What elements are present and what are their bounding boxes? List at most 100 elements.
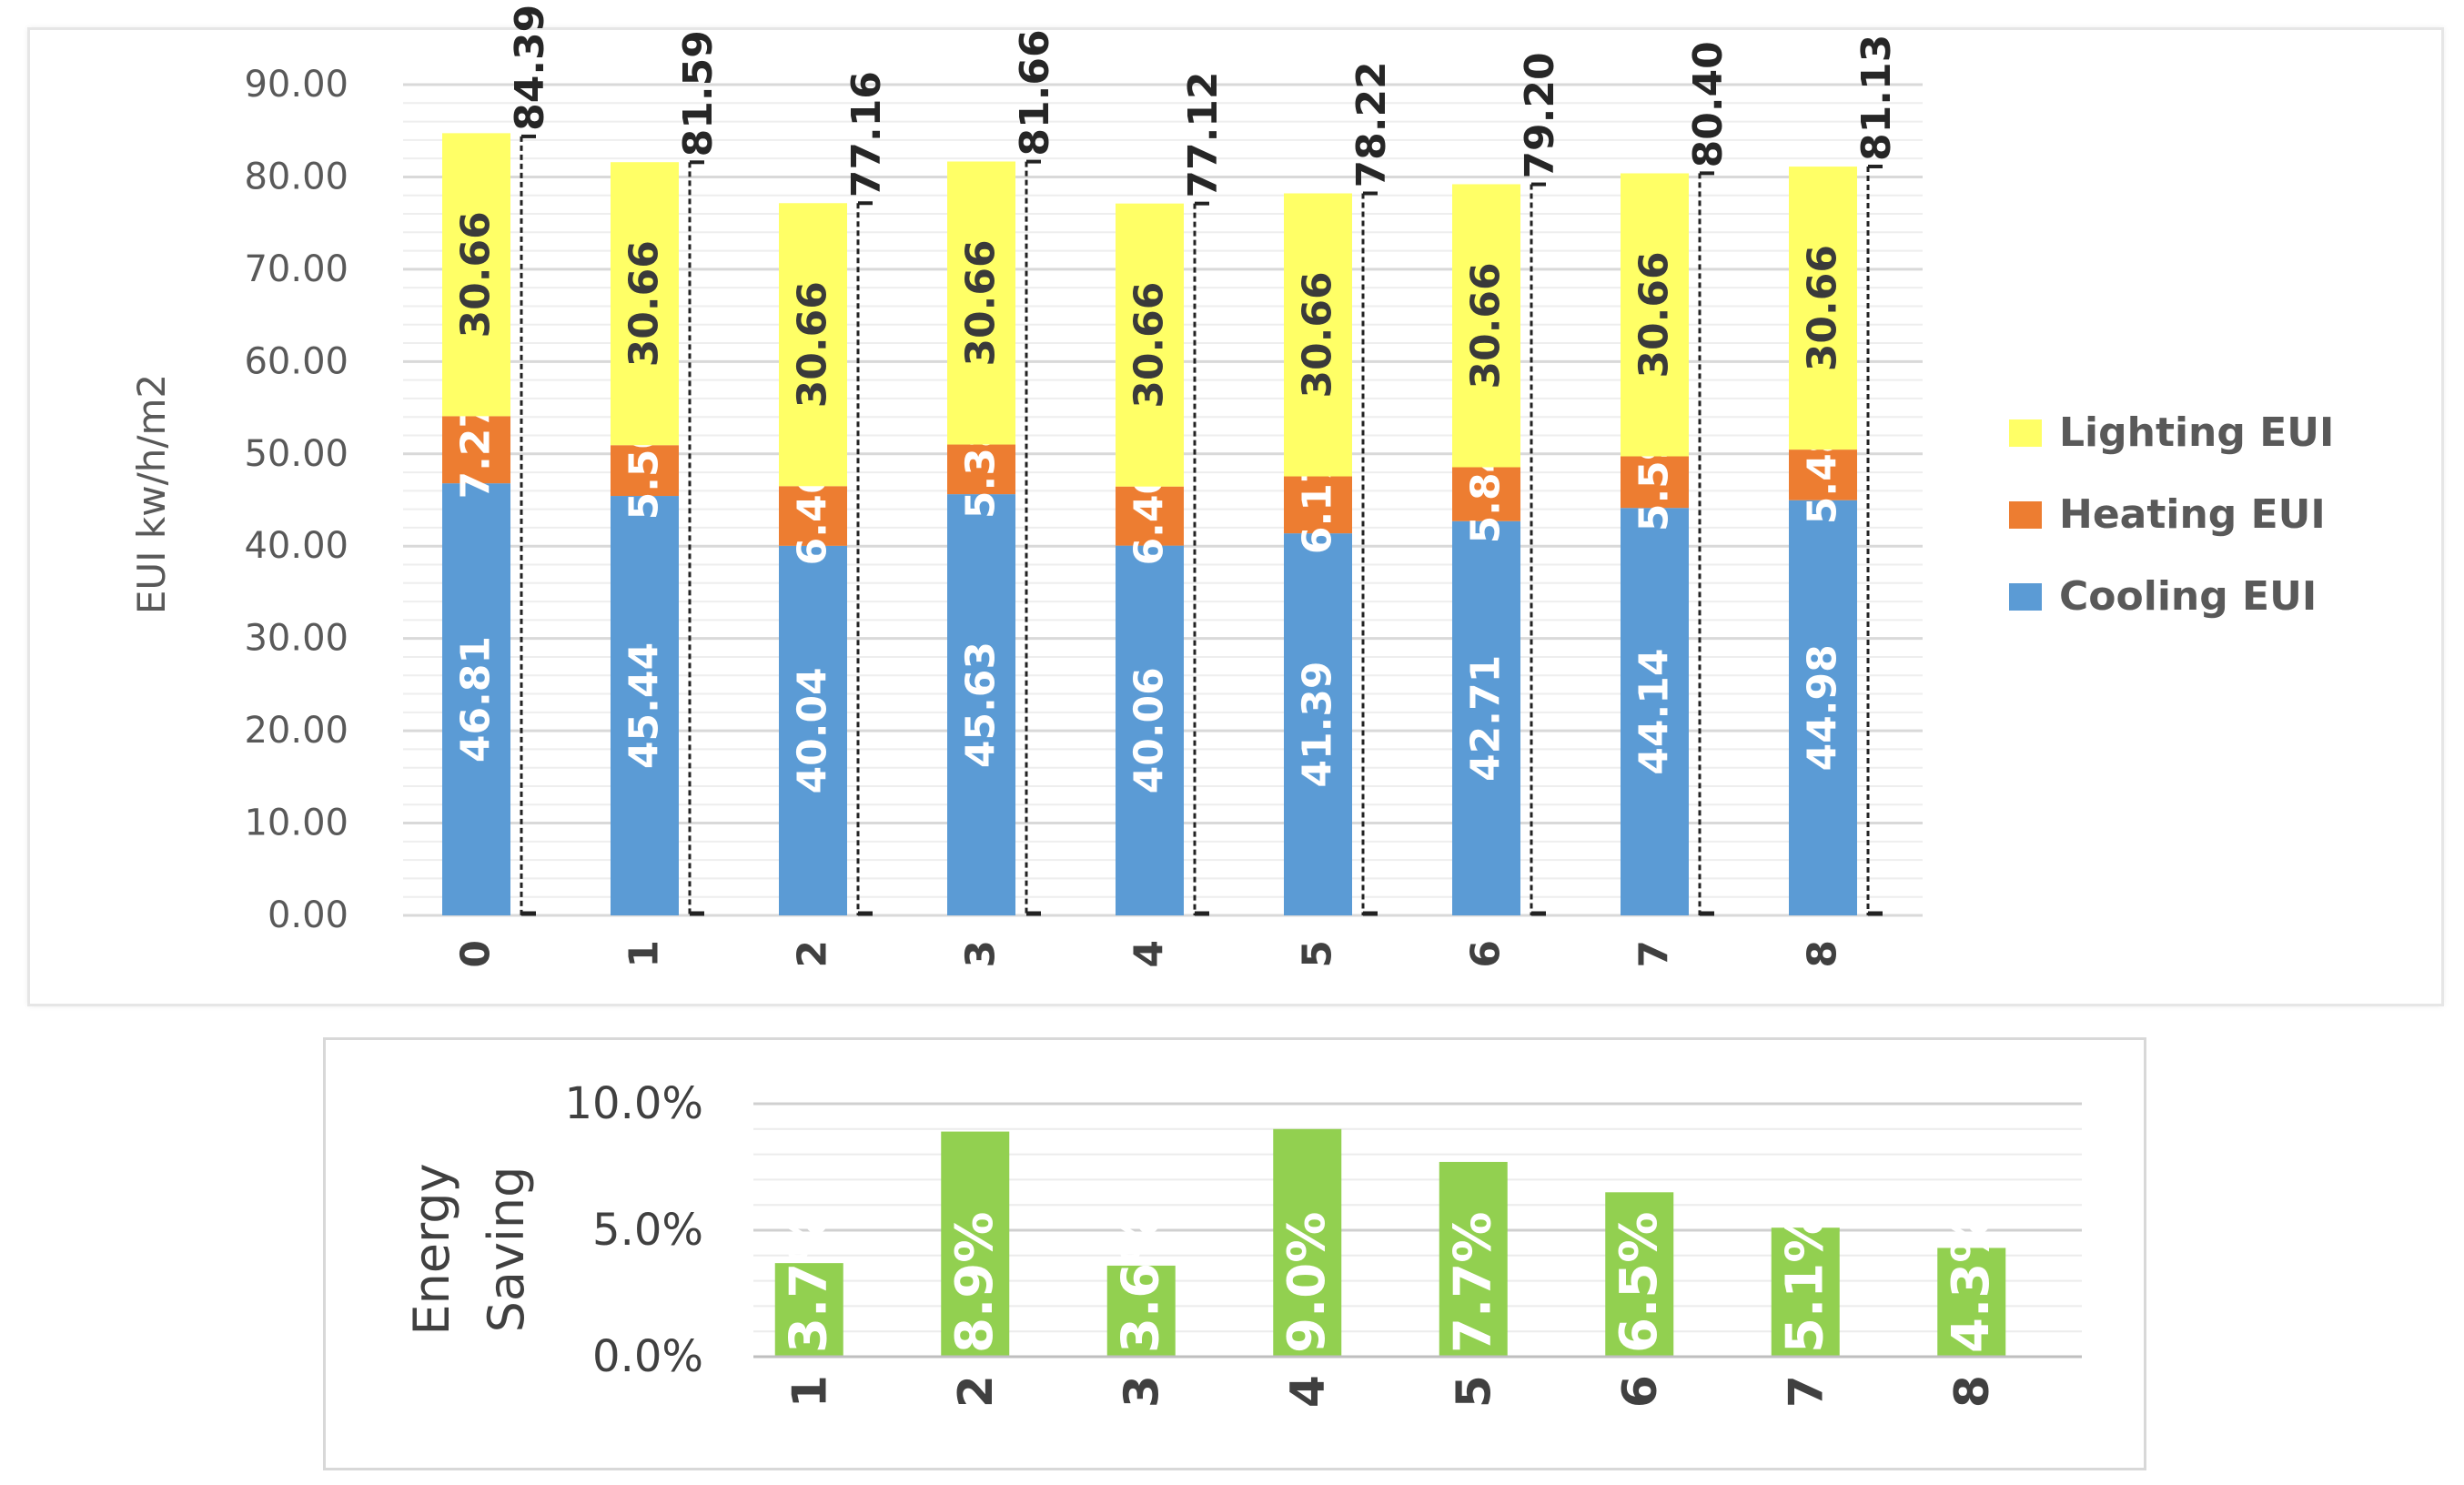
data-label: 3.7% — [779, 1212, 838, 1353]
saving-bar — [1937, 1248, 2006, 1357]
data-label: 46.81 — [453, 636, 500, 763]
y-tick-label: 0.0% — [592, 1331, 703, 1382]
x-tick-label: 1 — [621, 940, 668, 968]
x-tick-label: 7 — [1779, 1375, 1833, 1408]
y-tick-label: 0.00 — [268, 894, 348, 936]
saving-bar — [1439, 1161, 1508, 1357]
x-tick-label: 8 — [1945, 1375, 2000, 1408]
legend-entry: Lighting EUI — [2059, 409, 2334, 456]
bar-segment-cooling-eui — [1116, 545, 1184, 915]
data-label: 30.66 — [1800, 245, 1846, 371]
eui-chart-panel: 0.00 10.00 20.00 30.00 40.00 50.00 60.00 70.00 8… — [27, 5, 2444, 1006]
bar-segment-heating-eui — [1116, 486, 1184, 546]
legend-entry: Heating EUI — [2059, 491, 2326, 538]
data-label: 30.66 — [1631, 251, 1678, 378]
legend-swatch — [2009, 501, 2042, 529]
y-tick-label: 30.00 — [244, 618, 348, 660]
total-label: 79.20 — [1517, 52, 1563, 178]
data-label: 7.27 — [453, 400, 500, 500]
total-label: 84.39 — [507, 5, 553, 131]
y-tick-label: 5.0% — [592, 1205, 703, 1256]
bar-segment-cooling-eui — [779, 545, 847, 915]
x-tick-label: 5 — [1295, 940, 1341, 968]
data-label: 4.3% — [1942, 1212, 2001, 1353]
bar-segment-cooling-eui — [1789, 500, 1857, 915]
bar-segment-lighting-eui — [1452, 184, 1520, 468]
eui-stacked-bar-chart: 0.00 10.00 20.00 30.00 40.00 50.00 60.00 70.00 8… — [129, 5, 2334, 968]
data-label: 3.6% — [1111, 1212, 1170, 1353]
bar-segment-lighting-eui — [947, 161, 1015, 445]
bar-segment-heating-eui — [947, 444, 1015, 495]
y-tick-label: 10.00 — [244, 803, 348, 844]
bar-segment-cooling-eui — [1621, 508, 1689, 915]
data-label: 7.7% — [1443, 1212, 1502, 1353]
legend-swatch — [2009, 419, 2042, 447]
bar-segment-heating-eui — [1452, 467, 1520, 521]
legend-entry: Cooling EUI — [2059, 573, 2317, 620]
bar-segment-heating-eui — [779, 486, 847, 546]
bar-segment-lighting-eui — [611, 162, 679, 446]
data-label: 45.63 — [958, 641, 1005, 768]
saving-bar — [1771, 1227, 1840, 1357]
y-axis-title: Energy — [403, 1163, 460, 1335]
data-label: 30.66 — [1295, 271, 1341, 398]
x-tick-label: 0 — [453, 940, 500, 968]
y-tick-label: 60.00 — [244, 340, 348, 382]
saving-bar — [1273, 1128, 1342, 1357]
energy-saving-chart-panel: 0.0% 5.0% 10.0% Energy Saving 3.7% 1 8.9% 2 3.6% 3… — [323, 1037, 2146, 1470]
y-tick-label: 70.00 — [244, 248, 348, 290]
x-tick-label: 6 — [1463, 940, 1510, 968]
data-label: 42.71 — [1463, 655, 1510, 782]
x-tick-label: 2 — [790, 940, 836, 968]
saving-bar — [1106, 1265, 1176, 1357]
x-tick-label: 3 — [958, 940, 1005, 968]
bar-segment-lighting-eui — [779, 203, 847, 487]
saving-bar — [774, 1263, 843, 1357]
bar-segment-lighting-eui — [1116, 203, 1184, 487]
bar-segment-heating-eui — [1284, 476, 1352, 534]
data-label: 8.9% — [945, 1212, 1005, 1353]
total-label: 81.66 — [1012, 29, 1058, 156]
data-label: 30.66 — [958, 239, 1005, 366]
saving-bar — [1605, 1192, 1674, 1357]
x-tick-label: 6 — [1613, 1375, 1668, 1408]
data-label: 30.66 — [1463, 262, 1510, 389]
data-label: 6.5% — [1610, 1212, 1669, 1353]
data-label: 30.66 — [1126, 282, 1173, 409]
bar-segment-cooling-eui — [1284, 533, 1352, 915]
bar-segment-lighting-eui — [442, 133, 510, 417]
bar-segment-lighting-eui — [1789, 167, 1857, 450]
data-label: 45.44 — [621, 642, 668, 769]
y-axis-title: Saving — [478, 1167, 535, 1333]
total-label: 77.16 — [843, 71, 890, 197]
energy-saving-bar-chart: 0.0% 5.0% 10.0% Energy Saving 3.7% 1 8.9% 2 3.6% 3… — [403, 1078, 2082, 1408]
x-tick-label: 3 — [1115, 1375, 1169, 1408]
total-label: 81.59 — [675, 30, 722, 157]
bar-segment-heating-eui — [1789, 450, 1857, 500]
y-tick-label: 40.00 — [244, 525, 348, 567]
x-tick-label: 7 — [1631, 940, 1678, 968]
bar-segment-heating-eui — [1621, 456, 1689, 509]
data-label: 5.1% — [1775, 1212, 1834, 1353]
data-label: 44.14 — [1631, 649, 1678, 775]
y-tick-label: 10.0% — [565, 1078, 703, 1129]
total-label: 81.13 — [1853, 35, 1900, 161]
bar-segment-cooling-eui — [611, 496, 679, 915]
total-label: 78.22 — [1348, 61, 1395, 187]
data-label: 30.66 — [621, 240, 668, 367]
data-label: 41.39 — [1295, 661, 1341, 787]
x-tick-label: 5 — [1447, 1375, 1501, 1408]
y-tick-label: 80.00 — [244, 156, 348, 197]
data-label: 30.66 — [453, 211, 500, 338]
total-label: 77.12 — [1180, 71, 1227, 197]
legend-swatch — [2009, 583, 2042, 611]
x-tick-label: 4 — [1126, 940, 1173, 968]
bar-segment-cooling-eui — [442, 483, 510, 915]
data-label: 9.0% — [1277, 1212, 1337, 1353]
total-label: 80.40 — [1685, 41, 1732, 167]
x-tick-label: 4 — [1281, 1375, 1336, 1408]
x-tick-label: 2 — [949, 1375, 1004, 1408]
y-tick-label: 50.00 — [244, 433, 348, 475]
y-tick-label: 90.00 — [244, 64, 348, 106]
data-label: 30.66 — [790, 281, 836, 408]
